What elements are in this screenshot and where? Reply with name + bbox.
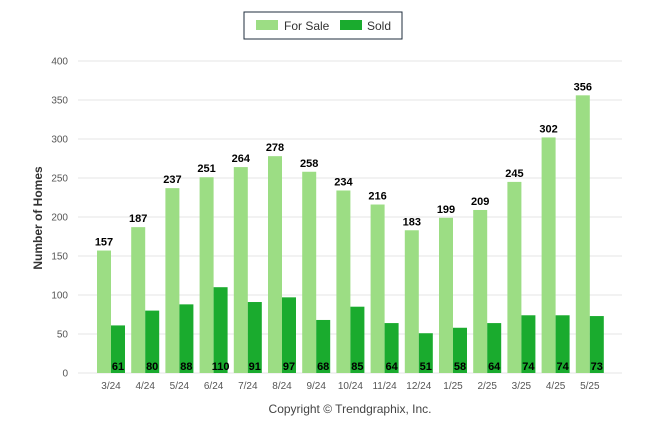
x-tick-label: 4/25	[546, 381, 566, 392]
data-label-for-sale: 157	[95, 237, 113, 249]
data-label-sold: 110	[212, 361, 230, 373]
x-tick-label: 4/24	[135, 381, 155, 392]
data-label-for-sale: 278	[266, 142, 284, 154]
data-label-for-sale: 237	[163, 174, 181, 186]
legend: For Sale Sold	[243, 11, 403, 40]
bar-sold	[282, 297, 296, 373]
legend-label-for-sale: For Sale	[284, 19, 330, 33]
bar-sold	[145, 310, 160, 373]
bar-sold	[589, 316, 604, 373]
data-label-sold: 74	[556, 361, 569, 373]
data-label-sold: 74	[522, 361, 535, 373]
x-tick-label: 12/24	[406, 381, 431, 392]
data-label-for-sale: 234	[334, 176, 353, 188]
legend-swatch-sold	[340, 20, 362, 30]
x-axis: 3/24 4/24 5/24 6/24 7/24 8/24 9/24 10/24 11/24 12…	[101, 381, 600, 392]
data-label-for-sale: 258	[300, 158, 318, 170]
y-tick-label: 350	[51, 96, 68, 107]
bar-for-sale	[541, 137, 556, 373]
data-label-for-sale: 245	[505, 168, 523, 180]
y-tick-label: 150	[51, 252, 68, 263]
data-label-for-sale: 251	[197, 163, 215, 175]
y-axis: 0 50 100 150 200 250 300 350 400	[51, 57, 68, 380]
bar-sold	[487, 323, 502, 373]
bars	[97, 95, 604, 373]
bar-sold	[555, 315, 570, 373]
bar-for-sale	[165, 188, 180, 373]
x-tick-label: 11/24	[372, 381, 397, 392]
data-label-sold: 58	[454, 361, 466, 373]
y-tick-label: 250	[51, 174, 68, 185]
y-tick-label: 50	[57, 330, 69, 341]
bar-for-sale	[370, 204, 385, 373]
bar-for-sale	[199, 177, 214, 373]
x-tick-label: 5/25	[580, 381, 600, 392]
data-label-for-sale: 356	[574, 81, 592, 93]
x-tick-label: 5/24	[170, 381, 190, 392]
data-label-sold: 61	[112, 361, 124, 373]
data-labels: 157 61 187 80 237 88 251 110 264 91 278 97 258 68 234 8…	[95, 81, 603, 373]
x-tick-label: 7/24	[238, 381, 258, 392]
data-label-for-sale: 264	[232, 153, 251, 165]
x-tick-label: 3/25	[512, 381, 532, 392]
x-tick-label: 9/24	[306, 381, 326, 392]
copyright-credit: Copyright © Trendgraphix, Inc.	[269, 402, 432, 416]
data-label-for-sale: 199	[437, 204, 455, 216]
y-tick-label: 100	[51, 291, 68, 302]
x-tick-label: 2/25	[477, 381, 497, 392]
data-label-for-sale: 209	[471, 196, 489, 208]
data-label-for-sale: 187	[129, 213, 147, 225]
bar-for-sale	[131, 227, 146, 373]
data-label-for-sale: 216	[368, 191, 386, 203]
y-tick-label: 200	[51, 213, 68, 224]
data-label-sold: 64	[385, 361, 398, 373]
bar-for-sale	[404, 230, 419, 373]
data-label-sold: 68	[317, 361, 329, 373]
bar-sold	[179, 304, 194, 373]
bar-sold	[247, 302, 262, 373]
x-tick-label: 10/24	[338, 381, 363, 392]
bar-for-sale	[233, 167, 248, 373]
data-label-for-sale: 183	[403, 216, 421, 228]
legend-label-sold: Sold	[367, 19, 391, 33]
bar-for-sale	[439, 217, 453, 373]
data-label-sold: 91	[249, 361, 261, 373]
bar-for-sale	[302, 171, 317, 373]
bar-for-sale	[336, 190, 351, 373]
x-tick-label: 3/24	[101, 381, 121, 392]
x-tick-label: 1/25	[443, 381, 463, 392]
bar-sold	[350, 306, 365, 373]
data-label-sold: 80	[146, 361, 158, 373]
bar-for-sale	[268, 156, 282, 373]
data-label-for-sale: 302	[539, 123, 557, 135]
y-tick-label: 300	[51, 135, 68, 146]
data-label-sold: 73	[591, 361, 603, 373]
bar-sold	[316, 319, 331, 373]
bar-sold	[384, 323, 399, 373]
data-label-sold: 64	[488, 361, 501, 373]
x-tick-label: 6/24	[204, 381, 224, 392]
y-tick-label: 400	[51, 57, 68, 68]
y-axis-title: Number of Homes	[31, 166, 45, 270]
bar-sold	[111, 325, 125, 373]
data-label-sold: 51	[420, 361, 432, 373]
bar-for-sale	[97, 250, 111, 373]
bar-sold	[453, 327, 467, 373]
data-label-sold: 85	[351, 361, 363, 373]
bar-for-sale	[507, 181, 522, 373]
bar-sold	[521, 315, 536, 373]
y-tick-label: 0	[62, 369, 68, 380]
bar-for-sale	[473, 209, 488, 373]
x-tick-label: 8/24	[272, 381, 292, 392]
bar-sold	[213, 287, 228, 373]
data-label-sold: 88	[180, 361, 192, 373]
bar-for-sale	[575, 95, 590, 373]
data-label-sold: 97	[283, 361, 295, 373]
legend-swatch-for-sale	[256, 20, 278, 30]
bar-sold	[418, 333, 433, 373]
